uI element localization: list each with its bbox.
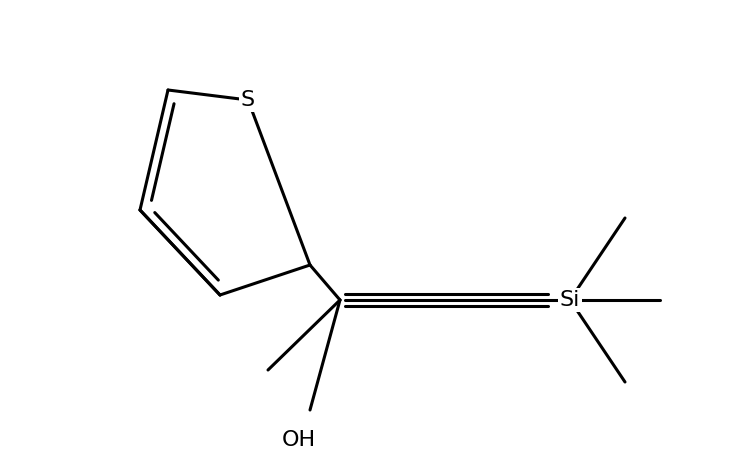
Text: S: S bbox=[241, 90, 255, 110]
Text: Si: Si bbox=[560, 290, 580, 310]
Text: OH: OH bbox=[282, 430, 316, 450]
